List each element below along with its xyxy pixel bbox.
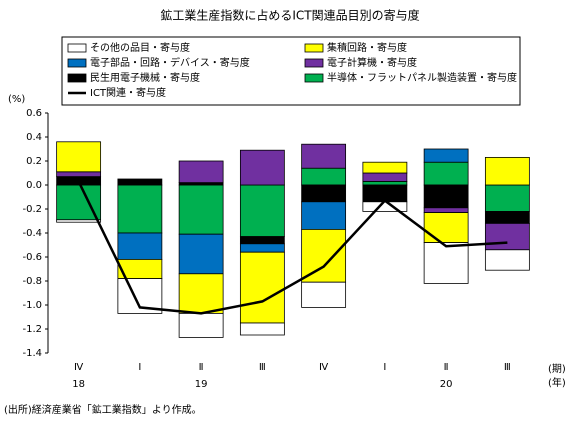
x-unit: (期) — [548, 363, 566, 375]
chart-title: 鉱工業生産指数に占めるICT関連品目別の寄与度 — [160, 8, 419, 23]
x-tick-label: Ⅲ — [259, 362, 266, 373]
legend-swatch — [67, 58, 87, 68]
bar-segment — [117, 184, 163, 234]
bar-segment — [239, 149, 285, 186]
bar-segment — [239, 243, 285, 253]
bar-segment — [484, 210, 530, 224]
x-tick-label: Ⅰ — [383, 362, 386, 373]
legend-label: 民生用電子機械・寄与度 — [90, 71, 200, 84]
y-tick-label: -0.2 — [22, 204, 42, 215]
y-tick-label: 0.0 — [26, 180, 42, 191]
bar-segment — [117, 232, 163, 260]
y-tick-label: -0.4 — [22, 228, 42, 239]
bar-segment — [178, 273, 224, 314]
bar-segment — [56, 219, 102, 223]
year-unit: (年) — [548, 376, 566, 389]
legend-swatch — [67, 73, 87, 83]
legend-label: 半導体・フラットパネル製造装置・寄与度 — [327, 71, 517, 84]
bar-segment — [239, 236, 285, 245]
bar-segment — [484, 156, 530, 186]
x-tick-label: Ⅱ — [444, 362, 449, 373]
bar-segment — [423, 212, 469, 244]
bar-segment — [301, 167, 347, 186]
bar-segment — [423, 207, 469, 214]
bar-segment — [301, 228, 347, 283]
y-tick-label: -0.8 — [22, 276, 42, 287]
y-tick-label: -1.4 — [22, 348, 42, 359]
bar-segment — [362, 180, 408, 186]
legend-label: 電子部品・回路・デバイス・寄与度 — [90, 56, 250, 69]
y-tick-label: 0.2 — [26, 156, 42, 167]
bar-segment — [178, 233, 224, 275]
bar-segment — [117, 178, 163, 186]
bar-segment — [178, 184, 224, 235]
bar-segment — [484, 184, 530, 212]
x-tick-label: Ⅳ — [319, 362, 329, 373]
source-note: (出所)経済産業省「鉱工業指数」より作成。 — [4, 403, 202, 416]
legend-label: その他の品目・寄与度 — [90, 41, 190, 54]
ict-line — [77, 180, 508, 315]
y-tick-label: 0.6 — [26, 108, 42, 119]
bar-segment — [484, 249, 530, 271]
bar-segment — [301, 281, 347, 308]
bar-segment — [362, 201, 408, 212]
bar-segment — [178, 312, 224, 338]
bar-segment — [239, 184, 285, 237]
bar-segment — [362, 172, 408, 182]
bar-segment — [56, 141, 102, 173]
bar-segment — [301, 201, 347, 230]
x-tick-label: Ⅰ — [138, 362, 141, 373]
legend-label: 電子計算機・寄与度 — [327, 56, 417, 69]
y-tick-label: 0.4 — [26, 132, 42, 143]
bar-segment — [56, 171, 102, 178]
bar-segment — [423, 242, 469, 284]
y-tick-label: -1.2 — [22, 324, 42, 335]
legend-label: ICT関連・寄与度 — [90, 86, 166, 99]
year-label: 18 — [72, 379, 85, 390]
bar-segment — [423, 161, 469, 186]
bar-segment — [362, 161, 408, 174]
bar-segment — [301, 184, 347, 203]
bar-segment — [484, 222, 530, 251]
legend-swatch — [304, 58, 324, 68]
x-tick-label: Ⅳ — [74, 362, 84, 373]
legend-label: 集積回路・寄与度 — [327, 41, 407, 54]
x-tick-label: Ⅲ — [504, 362, 511, 373]
year-label: 19 — [195, 379, 208, 390]
legend-box — [61, 36, 521, 106]
bar-segment — [423, 184, 469, 209]
y-tick-label: -1.0 — [22, 300, 42, 311]
bar-segment — [178, 160, 224, 184]
bar-segment — [239, 322, 285, 336]
bar-segment — [423, 148, 469, 163]
legend-swatch — [304, 73, 324, 83]
y-tick-label: -0.6 — [22, 252, 42, 263]
bar-segment — [239, 251, 285, 324]
legend-swatch — [304, 43, 324, 53]
x-tick-label: Ⅱ — [199, 362, 204, 373]
legend-swatch — [67, 43, 87, 53]
year-label: 20 — [440, 379, 453, 390]
bar-segment — [301, 143, 347, 169]
y-unit: (%) — [8, 94, 25, 105]
